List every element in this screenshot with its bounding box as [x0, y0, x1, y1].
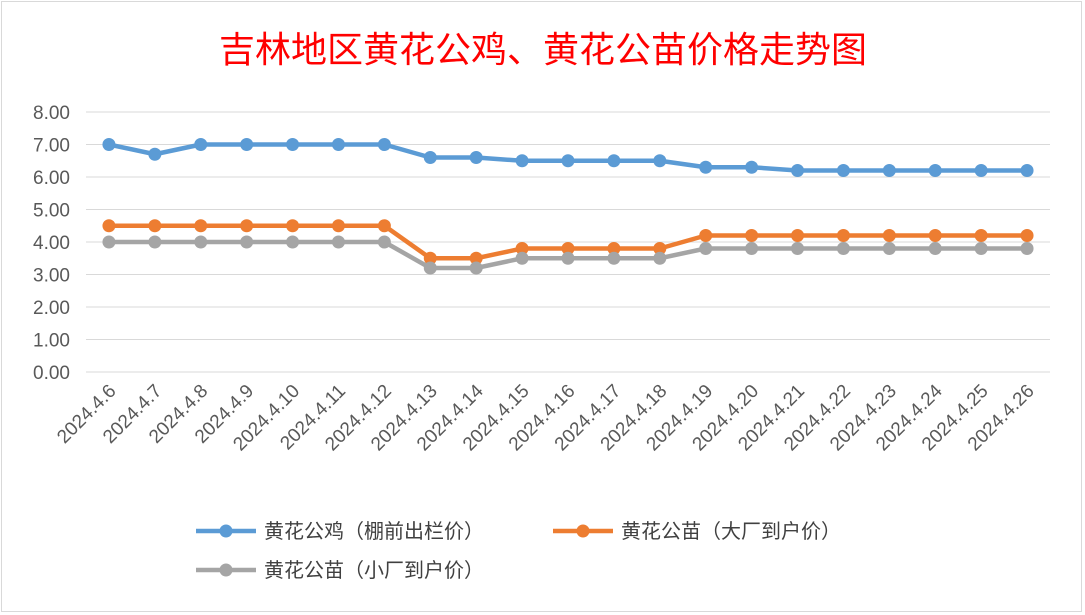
data-point [423, 261, 437, 275]
data-point [377, 219, 391, 233]
data-point [561, 242, 575, 255]
data-point [836, 242, 850, 255]
data-point [194, 219, 208, 233]
y-tick-label: 1.00 [33, 331, 70, 352]
y-tick-label: 8.00 [33, 103, 70, 124]
x-axis-ticks: 2024.4.62024.4.72024.4.82024.4.92024.4.1… [53, 380, 1038, 455]
y-tick-label: 2.00 [33, 298, 70, 319]
data-point [194, 235, 208, 249]
data-point [974, 164, 988, 177]
data-point [607, 154, 621, 168]
y-tick-label: 7.00 [33, 136, 70, 157]
data-point [882, 229, 896, 242]
data-point [423, 251, 437, 265]
data-point [377, 138, 391, 151]
data-point [194, 138, 208, 151]
data-point [974, 229, 988, 242]
legend: 黄花公鸡（棚前出栏价） 黄花公苗（大厂到户价） 黄花公苗（小厂到户价） [196, 519, 841, 582]
series-3 [102, 235, 1034, 275]
data-point [469, 151, 483, 164]
data-point [561, 154, 575, 168]
data-point [791, 242, 805, 255]
data-point [148, 219, 162, 233]
y-tick-label: 4.00 [33, 233, 70, 254]
data-point [331, 138, 345, 151]
data-point [469, 261, 483, 275]
data-point [515, 242, 529, 255]
legend-item: 黄花公苗（小厂到户价） [196, 558, 484, 582]
data-point [745, 229, 759, 242]
legend-item: 黄花公鸡（棚前出栏价） [196, 519, 484, 543]
data-point [745, 242, 759, 255]
legend-label: 黄花公鸡（棚前出栏价） [264, 519, 484, 543]
data-point [699, 229, 713, 242]
y-axis-ticks: 0.00 1.00 2.00 3.00 4.00 5.00 6.00 7.00 8.00 [33, 103, 70, 384]
y-tick-label: 6.00 [33, 168, 70, 189]
data-point [836, 229, 850, 242]
data-point [331, 219, 345, 233]
data-point [699, 160, 713, 174]
data-point [102, 138, 116, 151]
chart-title: 吉林地区黄花公鸡、黄花公苗价格走势图 [219, 30, 867, 71]
y-tick-label: 0.00 [33, 363, 70, 384]
series-group [102, 138, 1034, 275]
data-point [286, 235, 300, 249]
data-point [377, 235, 391, 249]
data-point [1020, 229, 1034, 242]
data-point [1020, 242, 1034, 255]
data-point [607, 251, 621, 265]
data-point [607, 242, 621, 255]
data-point [515, 154, 529, 168]
data-point [331, 235, 345, 249]
data-point [148, 235, 162, 249]
data-point [240, 235, 254, 249]
data-point [653, 242, 667, 255]
legend-label: 黄花公苗（大厂到户价） [621, 519, 841, 543]
y-tick-label: 5.00 [33, 201, 70, 222]
legend-swatch-marker [576, 524, 590, 538]
data-point [515, 251, 529, 265]
data-point [148, 147, 162, 161]
data-point [699, 242, 713, 255]
data-point [653, 154, 667, 168]
data-point [791, 164, 805, 177]
data-point [102, 219, 116, 233]
legend-swatch-marker [219, 524, 233, 538]
y-tick-label: 3.00 [33, 266, 70, 287]
data-point [102, 235, 116, 249]
data-point [836, 164, 850, 177]
data-point [974, 242, 988, 255]
data-point [240, 138, 254, 151]
data-point [423, 151, 437, 164]
data-point [928, 229, 942, 242]
series-1 [102, 138, 1034, 177]
legend-swatch-marker [219, 563, 233, 577]
data-point [286, 138, 300, 151]
data-point [1020, 164, 1034, 177]
data-point [745, 160, 759, 174]
data-point [791, 229, 805, 242]
data-point [928, 242, 942, 255]
data-point [240, 219, 254, 233]
series-2 [102, 219, 1034, 265]
data-point [653, 251, 667, 265]
data-point [882, 164, 896, 177]
data-point [286, 219, 300, 233]
legend-item: 黄花公苗（大厂到户价） [553, 519, 841, 543]
legend-label: 黄花公苗（小厂到户价） [264, 558, 484, 582]
data-point [469, 251, 483, 265]
data-point [561, 251, 575, 265]
data-point [928, 164, 942, 177]
data-point [882, 242, 896, 255]
